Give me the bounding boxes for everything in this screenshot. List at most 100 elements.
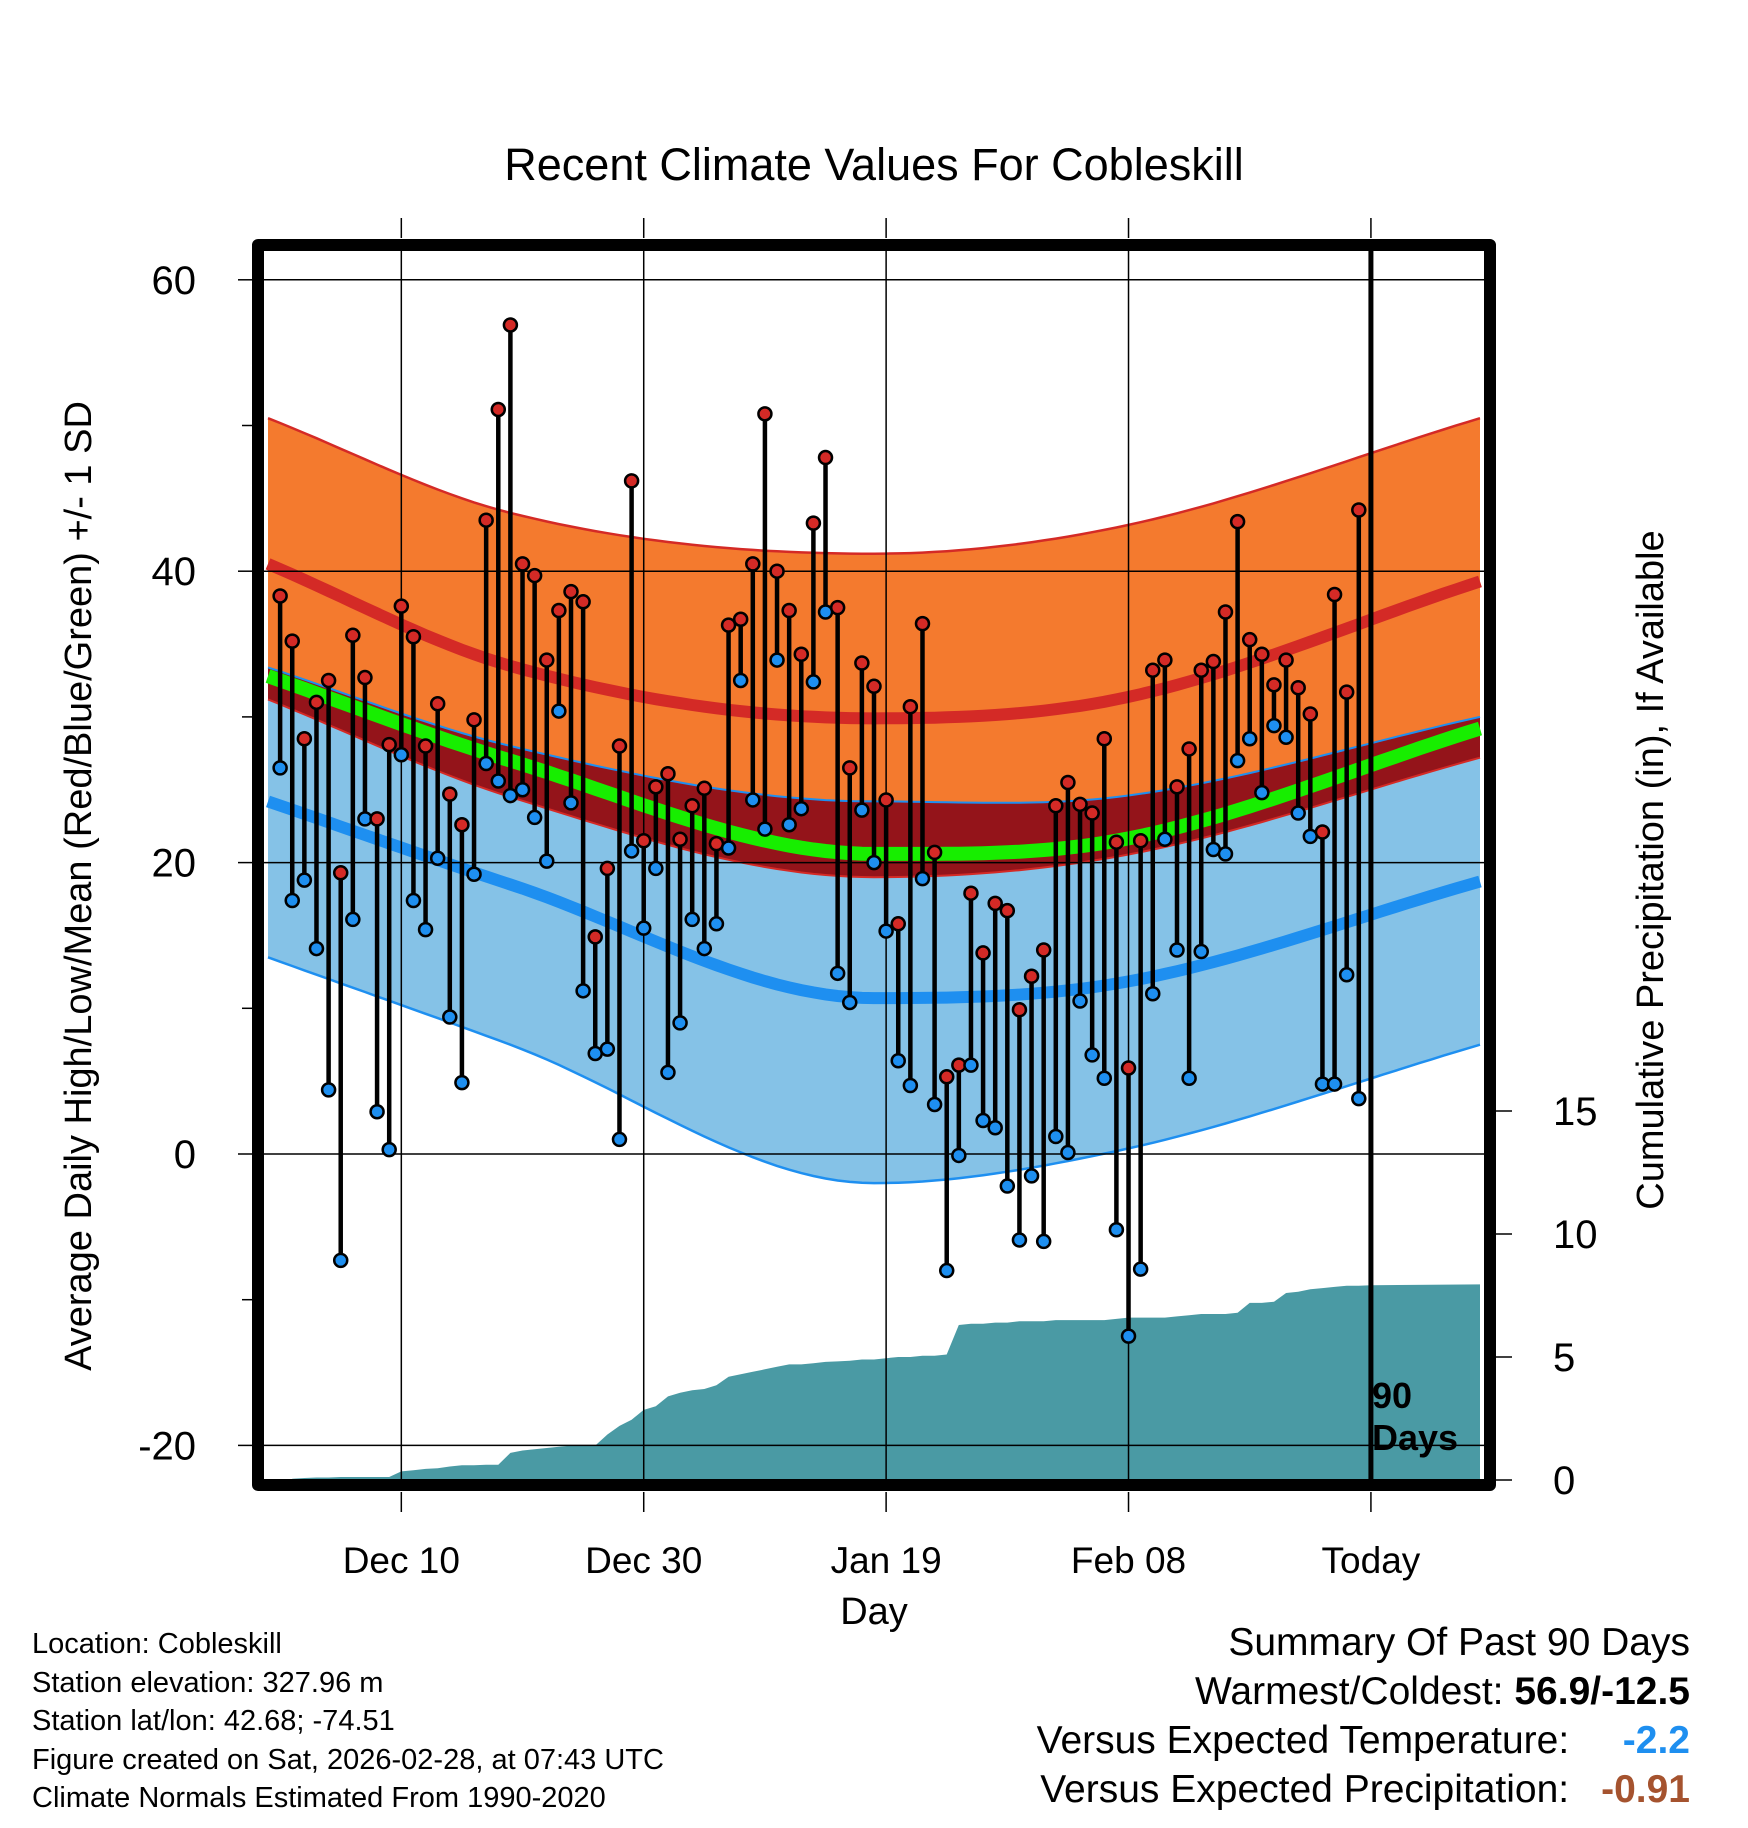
daily-low-point xyxy=(793,800,810,817)
daily-high-point xyxy=(745,556,761,572)
x-tick-label: Jan 19 xyxy=(831,1540,942,1581)
y2-tick-label: 10 xyxy=(1553,1213,1598,1257)
daily-low-point xyxy=(442,1009,458,1025)
daily-high-point xyxy=(684,798,700,814)
daily-low-point xyxy=(393,747,410,763)
figure-created: Figure created on Sat, 2026-02-28, at 07… xyxy=(32,1743,664,1776)
daily-low-point xyxy=(490,773,507,789)
daily-high-point xyxy=(1072,796,1088,813)
temp-label: Versus Expected Temperature: xyxy=(1036,1719,1570,1762)
normals-period: Climate Normals Estimated From 1990-2020 xyxy=(32,1782,606,1814)
y-tick-label: 0 xyxy=(174,1133,196,1177)
daily-low-point xyxy=(1072,993,1088,1009)
daily-high-point xyxy=(1035,942,1052,958)
daily-low-point xyxy=(1011,1232,1028,1248)
daily-high-point xyxy=(284,633,300,649)
daily-high-point xyxy=(1157,652,1173,668)
daily-low-point xyxy=(648,860,664,877)
daily-high-point xyxy=(842,760,858,776)
precip-label: Versus Expected Precipitation: xyxy=(1040,1768,1570,1811)
daily-low-point xyxy=(1096,1070,1113,1086)
daily-high-point xyxy=(1084,805,1100,821)
daily-high-point xyxy=(405,629,422,645)
daily-low-point xyxy=(1060,1144,1076,1161)
daily-high-point xyxy=(793,646,810,662)
daily-high-point xyxy=(369,811,385,827)
daily-low-point xyxy=(914,870,931,887)
daily-low-point xyxy=(1266,717,1282,734)
daily-high-point xyxy=(696,780,713,797)
daily-low-point xyxy=(963,1057,979,1073)
daily-low-point xyxy=(757,821,773,837)
x-axis-label: Day xyxy=(840,1591,908,1633)
daily-low-point xyxy=(805,674,822,690)
daily-low-point xyxy=(1120,1328,1137,1344)
daily-low-point xyxy=(478,755,494,772)
daily-high-point xyxy=(648,779,664,795)
daily-low-point xyxy=(466,866,482,883)
daily-low-point xyxy=(1181,1070,1197,1086)
daily-high-point xyxy=(963,885,979,901)
daily-high-point xyxy=(429,696,446,712)
daily-high-point xyxy=(672,831,688,848)
axes: -20 0 20 40 60 0 5 10 15 Dec 10 Dec 30 Jan 19 Feb 08… xyxy=(138,218,1598,1581)
daily-low-point xyxy=(660,1064,676,1081)
daily-high-point xyxy=(1193,662,1209,679)
y-tick-label: -20 xyxy=(138,1424,196,1468)
daily-high-point xyxy=(926,844,943,861)
daily-low-point xyxy=(635,920,652,936)
daily-high-point xyxy=(320,672,337,689)
daily-high-point xyxy=(611,738,628,754)
station-location: Location: Cobleskill xyxy=(32,1628,282,1660)
x-tick-label: Feb 08 xyxy=(1071,1540,1186,1581)
daily-high-point xyxy=(1120,1060,1137,1076)
daily-low-point xyxy=(745,792,761,808)
daily-high-point xyxy=(914,615,931,632)
daily-high-point xyxy=(1169,779,1185,795)
daily-high-point xyxy=(1278,652,1294,668)
daily-low-point xyxy=(320,1082,337,1098)
daily-high-point xyxy=(1338,684,1355,700)
daily-high-point xyxy=(563,583,579,600)
daily-low-point xyxy=(781,816,797,833)
daily-low-point xyxy=(1108,1222,1125,1238)
daily-low-point xyxy=(417,921,434,938)
y2-tick-label: 15 xyxy=(1553,1090,1598,1134)
daily-low-point xyxy=(1084,1047,1100,1063)
daily-high-point xyxy=(575,594,591,610)
daily-low-point xyxy=(611,1131,628,1148)
daily-high-point xyxy=(1351,502,1367,518)
daily-high-point xyxy=(866,678,882,695)
daily-low-point xyxy=(1132,1261,1149,1277)
daily-low-point xyxy=(599,1041,616,1057)
chart-title: Recent Climate Values For Cobleskill xyxy=(504,139,1243,190)
daily-low-point xyxy=(672,1015,688,1031)
y2-tick-label: 0 xyxy=(1553,1459,1575,1503)
daily-low-point xyxy=(526,809,543,826)
daily-high-point xyxy=(296,731,313,747)
warmest-coldest-label: Warmest/Coldest: xyxy=(1195,1670,1504,1713)
daily-high-point xyxy=(1096,731,1113,747)
daily-high-point xyxy=(938,1069,955,1085)
daily-high-point xyxy=(1326,586,1343,603)
plot-frame xyxy=(252,239,1496,1491)
daily-high-point xyxy=(902,698,919,715)
daily-high-point xyxy=(1290,680,1306,696)
daily-low-point xyxy=(502,787,519,804)
daily-high-point xyxy=(1266,677,1282,693)
daily-low-point xyxy=(1193,943,1209,960)
temp-value: -2.2 xyxy=(1622,1719,1690,1762)
daily-high-point xyxy=(393,598,410,614)
daily-high-point xyxy=(1302,706,1319,722)
daily-high-point xyxy=(539,652,555,668)
x-tick-label: Dec 30 xyxy=(585,1540,702,1581)
daily-low-point xyxy=(987,1120,1003,1136)
station-latlon: Station lat/lon: 42.68; -74.51 xyxy=(32,1705,395,1737)
daily-low-point xyxy=(539,853,555,869)
daily-high-point xyxy=(1229,513,1246,530)
daily-high-point xyxy=(1023,968,1040,984)
daily-low-point xyxy=(696,940,713,957)
today-annotation: 90 xyxy=(1372,1375,1412,1416)
summary-panel: Summary Of Past 90 Days Warmest/Coldest:… xyxy=(1037,1618,1690,1814)
